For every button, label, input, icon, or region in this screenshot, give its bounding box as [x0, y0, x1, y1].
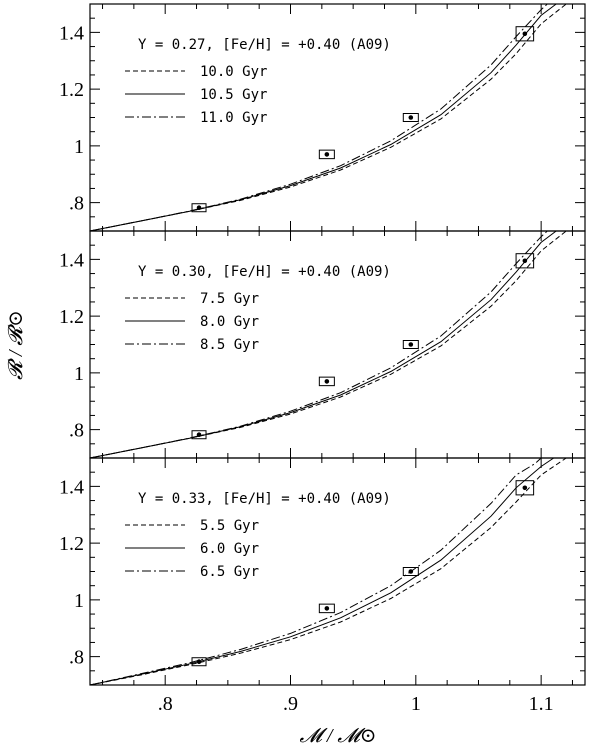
legend-label: 11.0 Gyr	[200, 110, 267, 126]
y-tick-label: 1.2	[59, 306, 84, 328]
legend-label: 8.5 Gyr	[200, 337, 259, 353]
y-tick-label: 1.4	[59, 476, 84, 498]
data-point-box	[515, 26, 535, 42]
data-point-box	[191, 203, 207, 213]
data-point	[522, 485, 528, 491]
legend-label: 10.0 Gyr	[200, 64, 267, 80]
series-line-solid	[89, 457, 554, 686]
data-point-box	[191, 657, 207, 667]
y-tick-label: 1.2	[59, 79, 84, 101]
y-tick-label: 1	[74, 363, 84, 385]
y-tick-label: 1.4	[59, 249, 84, 271]
y-axis-title: 𝓡 / 𝓡⊙	[5, 310, 27, 380]
y-tick-label: .8	[69, 420, 84, 442]
x-tick-label: .9	[283, 693, 298, 715]
y-tick-label: 1.2	[59, 533, 84, 555]
data-point-box	[402, 567, 419, 576]
panel-3: .8 1 1.2 1.4 Y = 0.33, [Fe/H] = +0.40 (A09) 5…	[59, 457, 586, 686]
data-point	[324, 379, 330, 384]
data-point-box	[318, 376, 335, 387]
legend-label: 10.5 Gyr	[200, 87, 267, 103]
series-line-dashdot	[89, 3, 548, 232]
legend-title: Y = 0.33, [Fe/H] = +0.40 (A09)	[138, 491, 391, 507]
data-point	[196, 205, 202, 211]
y-tick-label: 1	[74, 590, 84, 612]
data-point	[324, 606, 330, 611]
data-point-box	[318, 149, 335, 160]
x-tick-label: 1	[411, 693, 421, 715]
data-point-box	[318, 603, 335, 614]
x-tick-label: 1.1	[529, 693, 554, 715]
data-point-box	[402, 113, 419, 122]
y-tick-label: 1.4	[59, 22, 84, 44]
data-point-box	[515, 253, 535, 269]
data-point	[408, 115, 414, 120]
y-tick-label: .8	[69, 193, 84, 215]
legend-title: Y = 0.27, [Fe/H] = +0.40 (A09)	[138, 37, 391, 53]
data-point	[196, 432, 202, 438]
legend-label: 5.5 Gyr	[200, 518, 259, 534]
data-point-box	[515, 480, 535, 496]
legend-label: 7.5 Gyr	[200, 291, 259, 307]
legend-label: 6.5 Gyr	[200, 564, 259, 580]
series-line-dashdot	[89, 230, 548, 459]
data-point	[324, 152, 330, 157]
x-axis-title: 𝓜 / 𝓜⊙	[299, 725, 376, 747]
y-tick-label: 1	[74, 136, 84, 158]
legend-title: Y = 0.30, [Fe/H] = +0.40 (A09)	[138, 264, 391, 280]
data-point	[408, 569, 414, 574]
y-tick-label: .8	[69, 647, 84, 669]
legend-label: 8.0 Gyr	[200, 314, 259, 330]
panel-2: .8 1 1.2 1.4 Y = 0.30, [Fe/H] = +0.40 (A09) 7…	[59, 230, 586, 459]
data-point	[522, 31, 528, 37]
legend-label: 6.0 Gyr	[200, 541, 259, 557]
data-point-box	[402, 340, 419, 349]
panel-1: .8 1 1.2 1.4 Y = 0.27, [Fe/H] = +0.40 (A09) 1…	[59, 3, 586, 232]
x-tick-label: .8	[158, 693, 173, 715]
series-line-dashdot	[89, 457, 542, 686]
data-point	[196, 659, 202, 665]
data-point	[408, 342, 414, 347]
data-point-box	[191, 430, 207, 440]
data-point	[522, 258, 528, 264]
